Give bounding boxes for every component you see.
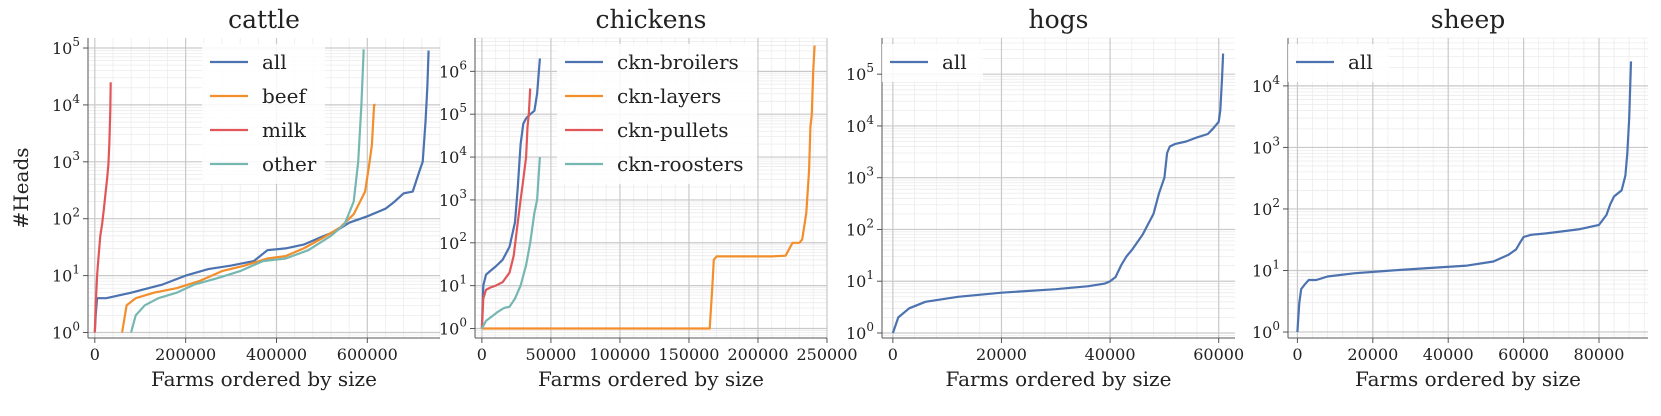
y-tick-label: 104 bbox=[52, 92, 80, 115]
legend-label-all: all bbox=[1348, 50, 1373, 74]
x-axis-label: Farms ordered by size bbox=[538, 367, 764, 391]
series-line-all bbox=[891, 53, 1225, 334]
chart-panel-sheep: 0 20000 40000 60000 80000 100 101 102 103 104 shee… bbox=[1252, 5, 1648, 391]
y-tick-label: 105 bbox=[846, 61, 874, 84]
series-line-all bbox=[1296, 61, 1633, 333]
chart-panel-cattle: 0 200000 400000 600000 100 101 102 103 104 105 cat… bbox=[9, 5, 441, 391]
chart-title: cattle bbox=[228, 5, 300, 34]
series-line-milk bbox=[93, 82, 112, 333]
x-tick-label: 100000 bbox=[589, 345, 650, 364]
y-tick-label: 105 bbox=[439, 101, 467, 124]
legend-label-all: all bbox=[262, 50, 287, 74]
legend-label-all: all bbox=[942, 50, 967, 74]
legend: all beef milk other bbox=[202, 44, 325, 184]
x-tick-label: 600000 bbox=[337, 345, 398, 364]
y-tick-label: 103 bbox=[52, 149, 80, 172]
x-axis-label: Farms ordered by size bbox=[151, 367, 377, 391]
y-tick-label: 106 bbox=[439, 58, 467, 81]
series-line-other bbox=[130, 49, 365, 333]
x-axis-label: Farms ordered by size bbox=[946, 367, 1172, 391]
x-tick-label: 150000 bbox=[658, 345, 719, 364]
chart-title: sheep bbox=[1431, 5, 1506, 34]
series-line-ckn-roosters bbox=[480, 157, 541, 330]
y-tick-label: 103 bbox=[1252, 134, 1280, 157]
x-tick-label: 40000 bbox=[1423, 345, 1474, 364]
x-tick-label: 40000 bbox=[1085, 345, 1136, 364]
x-tick-label: 200000 bbox=[155, 345, 216, 364]
x-tick-label: 0 bbox=[477, 345, 487, 364]
y-tick-label: 102 bbox=[846, 216, 874, 239]
legend-label-milk: milk bbox=[262, 118, 307, 142]
series-line-all bbox=[93, 50, 430, 333]
series-line-ckn-pullets bbox=[480, 88, 532, 329]
y-tick-label: 100 bbox=[1252, 319, 1280, 342]
x-tick-label: 60000 bbox=[1193, 345, 1244, 364]
y-tick-label: 105 bbox=[52, 35, 80, 58]
chart-title: chickens bbox=[596, 5, 707, 34]
series-line-ckn-broilers bbox=[480, 58, 541, 329]
legend-label-ckn-layers: ckn-layers bbox=[617, 84, 721, 108]
legend-label-ckn-roosters: ckn-roosters bbox=[617, 152, 744, 176]
y-tick-label: 100 bbox=[846, 320, 874, 343]
y-tick-label: 102 bbox=[1252, 196, 1280, 219]
legend-background bbox=[557, 44, 757, 184]
x-tick-label: 20000 bbox=[976, 345, 1027, 364]
legend: ckn-broilers ckn-layers ckn-pullets ckn-roo… bbox=[557, 44, 757, 184]
chart-title: hogs bbox=[1029, 5, 1089, 34]
legend: all bbox=[1288, 44, 1389, 82]
legend-label-beef: beef bbox=[262, 84, 307, 108]
x-tick-label: 0 bbox=[1292, 345, 1302, 364]
y-tick-label: 101 bbox=[52, 263, 80, 286]
x-tick-label: 250000 bbox=[796, 345, 857, 364]
x-tick-label: 80000 bbox=[1574, 345, 1625, 364]
series-line-ckn-layers bbox=[481, 45, 816, 330]
series-line-beef bbox=[121, 103, 376, 333]
legend-label-other: other bbox=[262, 152, 317, 176]
y-tick-label: 100 bbox=[52, 319, 80, 342]
y-tick-label: 104 bbox=[439, 144, 467, 167]
y-tick-label: 104 bbox=[1252, 73, 1280, 96]
y-tick-label: 101 bbox=[439, 273, 467, 296]
x-tick-label: 400000 bbox=[246, 345, 307, 364]
y-axis-label: #Heads bbox=[9, 147, 33, 228]
y-tick-label: 102 bbox=[439, 230, 467, 253]
chart-panel-hogs: 0 20000 40000 60000 100 101 102 103 104 105 hogs Fa… bbox=[846, 5, 1244, 391]
legend-background bbox=[202, 44, 325, 184]
chart-panel-chickens: 0 50000 100000 150000 200000 250000 100 101 102 1… bbox=[439, 5, 858, 391]
y-tick-label: 104 bbox=[846, 113, 874, 136]
y-tick-label: 103 bbox=[846, 165, 874, 188]
x-tick-label: 0 bbox=[90, 345, 100, 364]
x-tick-label: 0 bbox=[888, 345, 898, 364]
x-tick-label: 60000 bbox=[1498, 345, 1549, 364]
legend-label-ckn-pullets: ckn-pullets bbox=[617, 118, 729, 142]
y-tick-label: 100 bbox=[439, 315, 467, 338]
x-tick-label: 200000 bbox=[727, 345, 788, 364]
x-tick-label: 50000 bbox=[525, 345, 576, 364]
x-tick-label: 20000 bbox=[1347, 345, 1398, 364]
x-axis-label: Farms ordered by size bbox=[1355, 367, 1581, 391]
y-tick-label: 101 bbox=[846, 268, 874, 291]
y-tick-label: 102 bbox=[52, 206, 80, 229]
y-tick-label: 101 bbox=[1252, 257, 1280, 280]
legend-label-ckn-broilers: ckn-broilers bbox=[617, 50, 739, 74]
y-tick-label: 103 bbox=[439, 187, 467, 210]
legend: all bbox=[882, 44, 983, 82]
